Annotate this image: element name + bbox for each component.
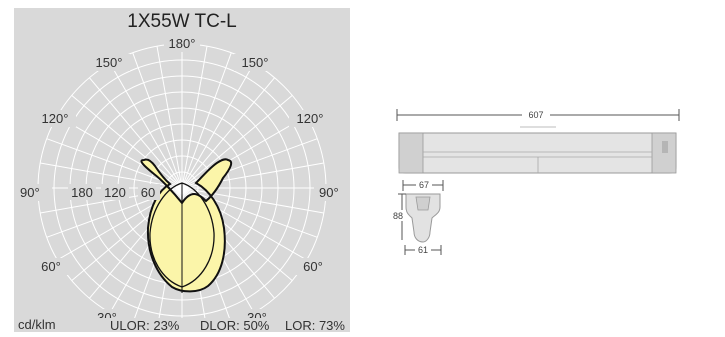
lor-value: LOR: 73% [285,318,345,332]
angle-label-180: 180° [169,36,196,51]
end-cap-left [398,132,424,174]
grid-spoke [181,95,293,189]
grid-spoke [132,52,183,189]
dimension-drawing: 607 67 88 61 [391,108,680,255]
base-width-value: 61 [418,245,428,255]
luminaire-side-view [398,132,677,174]
intensity-curve-c0 [140,158,233,293]
polar-diagram: 180° 150° 150° 120° 120° 90° 90° 60° 60°… [14,8,350,333]
width-value: 67 [419,180,429,190]
angle-label-120-left: 120° [42,111,69,126]
grid-spoke [181,46,208,189]
radial-label: 120 [104,185,126,200]
diagram-title: 1X55W TC-L [127,11,237,32]
grid-spoke [40,162,183,189]
height-value: 88 [393,211,403,221]
luminaire-cross-section [405,193,441,243]
angle-labels: 180° 150° 150° 120° 120° 90° 90° 60° 60°… [18,35,348,326]
grid-spoke [181,187,324,214]
radial-scale-labels: 180 120 60 [68,184,160,200]
grid-spoke [156,46,183,189]
angle-label-90-left: 90° [20,185,40,200]
angle-label-60-left: 60° [41,259,61,274]
angle-label-150-right: 150° [242,55,269,70]
luminaire-body [398,132,677,174]
unit-label: cd/klm [18,317,56,332]
grid-spoke [181,63,255,189]
radial-label: 60 [141,185,155,200]
angle-label-150-left: 150° [96,55,123,70]
grid-spoke [181,187,318,238]
ulor-value: ULOR: 23% [110,318,180,332]
diagram-footer: cd/klm ULOR: 23% DLOR: 50% LOR: 73% [14,317,350,333]
grid-spoke [71,95,183,189]
grid-spoke [181,77,275,189]
polar-diagram-panel: 180° 150° 150° 120° 120° 90° 90° 60° 60°… [14,8,350,333]
length-value: 607 [528,110,543,120]
grid-spoke [109,63,183,189]
angle-label-90-right: 90° [319,185,339,200]
intensity-distribution [140,158,233,293]
angle-label-120-right: 120° [297,111,324,126]
dlor-value: DLOR: 50% [200,318,270,332]
grid-spoke [181,52,232,189]
grid-spoke [89,77,183,189]
radial-label: 180 [71,185,93,200]
angle-label-60-right: 60° [303,259,323,274]
